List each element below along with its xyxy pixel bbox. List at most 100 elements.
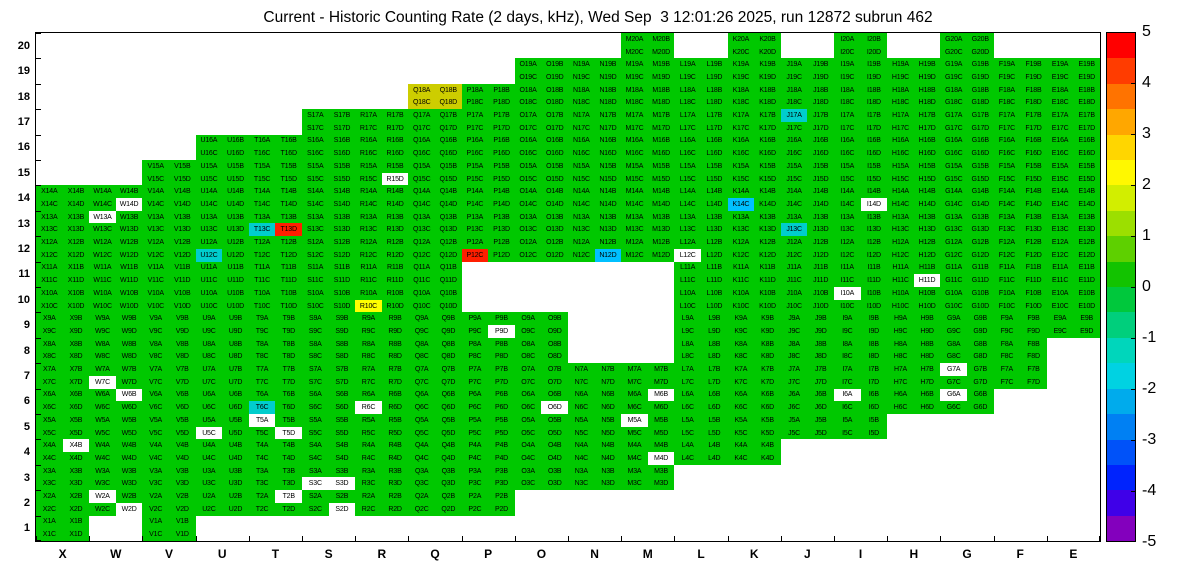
cell-I17B: I17B bbox=[860, 109, 888, 122]
cell-M14A: M14A bbox=[621, 185, 648, 199]
cell-E10D: E10D bbox=[1073, 299, 1100, 313]
cell-F19B: F19B bbox=[1020, 58, 1047, 72]
cell-U4D: U4D bbox=[222, 452, 249, 465]
cell-M14D: M14D bbox=[647, 198, 675, 211]
cell-R6C: R6C bbox=[355, 401, 382, 414]
block-E17: E17A E17B E17C E17D bbox=[1046, 109, 1100, 135]
cell-S16C: S16C bbox=[302, 147, 329, 160]
cell-V5B: V5B bbox=[168, 414, 196, 427]
cell-M4C: M4C bbox=[621, 452, 648, 465]
cell-N4A: N4A bbox=[568, 439, 595, 453]
block-L4: L4A L4B L4C L4D bbox=[674, 439, 728, 465]
cell-N13C: N13C bbox=[568, 223, 595, 237]
cell-G6C: G6C bbox=[940, 401, 967, 414]
cell-G7A: G7A bbox=[940, 363, 967, 376]
cell-U4B: U4B bbox=[222, 439, 249, 453]
cell-T6C: T6C bbox=[248, 401, 276, 414]
block-X7: X7A X7B X7C X7D bbox=[36, 363, 90, 389]
cell-H15B: H15B bbox=[913, 160, 941, 173]
cell-U11D: U11D bbox=[222, 274, 249, 287]
cell-S9B: S9B bbox=[328, 312, 356, 326]
cell-Q14A: Q14A bbox=[408, 185, 435, 199]
x-tick-mark bbox=[727, 536, 729, 541]
cell-N3C: N3C bbox=[568, 477, 595, 491]
cell-O6C: O6C bbox=[514, 401, 542, 414]
y-axis-label-17: 17 bbox=[17, 115, 30, 128]
cell-E11A: E11A bbox=[1046, 261, 1074, 275]
colorbar-tick-mark bbox=[1131, 185, 1135, 186]
cell-S10D: S10D bbox=[328, 299, 356, 313]
cell-M12A: M12A bbox=[621, 236, 648, 249]
cell-X10D: X10D bbox=[62, 299, 90, 313]
cell-R9C: R9C bbox=[355, 325, 382, 338]
colorbar-label--5: -5 bbox=[1142, 533, 1157, 550]
cell-F12C: F12C bbox=[993, 248, 1021, 262]
cell-L16A: L16A bbox=[674, 134, 701, 148]
cell-M13D: M13D bbox=[647, 223, 675, 237]
cell-F18A: F18A bbox=[993, 83, 1021, 97]
cell-F10A: F10A bbox=[993, 287, 1021, 300]
block-N14: N14A N14B N14C N14D bbox=[568, 185, 622, 211]
cell-O8A: O8A bbox=[514, 337, 542, 351]
block-O18: O18A O18B O18C O18D bbox=[514, 83, 568, 110]
cell-G16B: G16B bbox=[966, 134, 994, 148]
cell-O15A: O15A bbox=[514, 160, 542, 173]
y-tick-mark bbox=[36, 33, 41, 34]
cell-Q5D: Q5D bbox=[434, 426, 462, 440]
cell-Q15C: Q15C bbox=[408, 172, 435, 186]
block-H10: H10A H10B H10C H10D bbox=[887, 287, 941, 313]
block-Q2: Q2A Q2B Q2C Q2D bbox=[408, 490, 462, 516]
block-H7: H7A H7B H7C H7D bbox=[887, 363, 941, 389]
cell-H12A: H12A bbox=[887, 236, 914, 249]
cell-M18A: M18A bbox=[621, 83, 648, 97]
cell-I6D: I6D bbox=[860, 401, 888, 414]
cell-R2D: R2D bbox=[381, 502, 409, 516]
cell-P4B: P4B bbox=[488, 439, 515, 453]
block-E13: E13A E13B E13C E13D bbox=[1046, 210, 1100, 237]
cell-P14B: P14B bbox=[488, 185, 515, 199]
block-I14: I14A I14B I14C I14D bbox=[834, 185, 888, 211]
block-P17: P17A P17B P17C P17D bbox=[461, 109, 515, 135]
cell-L14A: L14A bbox=[674, 185, 701, 199]
cell-W7C: W7C bbox=[89, 375, 116, 389]
cell-T9D: T9D bbox=[275, 325, 302, 338]
cell-J7B: J7B bbox=[807, 363, 834, 376]
cell-I6B: I6B bbox=[860, 388, 888, 402]
cell-P13C: P13C bbox=[461, 223, 489, 237]
cell-J16C: J16C bbox=[780, 147, 808, 160]
cell-R13C: R13C bbox=[355, 223, 382, 237]
cell-Q5B: Q5B bbox=[434, 414, 462, 427]
cell-W12A: W12A bbox=[89, 236, 116, 249]
cell-M12C: M12C bbox=[621, 248, 648, 262]
block-H6: H6A H6B H6C H6D bbox=[887, 388, 941, 414]
cell-S4C: S4C bbox=[302, 452, 329, 465]
cell-S10B: S10B bbox=[328, 287, 356, 300]
cell-E13D: E13D bbox=[1073, 223, 1100, 237]
cell-I10B: I10B bbox=[860, 287, 888, 300]
cell-W3A: W3A bbox=[89, 464, 116, 478]
cell-V11B: V11B bbox=[168, 261, 196, 275]
cell-V1A: V1A bbox=[142, 515, 169, 529]
block-V10: V10A V10B V10C V10D bbox=[142, 287, 196, 313]
cell-L13B: L13B bbox=[700, 210, 728, 224]
block-R9: R9A R9B R9C R9D bbox=[355, 312, 409, 338]
cell-M12D: M12D bbox=[647, 248, 675, 262]
block-T4: T4A T4B T4C T4D bbox=[248, 439, 302, 465]
block-J18: J18A J18B J18C J18D bbox=[780, 83, 834, 110]
cell-J11A: J11A bbox=[780, 261, 808, 275]
block-Q13: Q13A Q13B Q13C Q13D bbox=[408, 210, 462, 237]
cell-E11B: E11B bbox=[1073, 261, 1100, 275]
cell-J8B: J8B bbox=[807, 337, 834, 351]
cell-U6B: U6B bbox=[222, 388, 249, 402]
x-tick-mark bbox=[89, 536, 91, 541]
colorbar-tick-mark bbox=[1131, 491, 1135, 492]
colorbar-tick-mark bbox=[1131, 541, 1135, 542]
cell-U13A: U13A bbox=[195, 210, 223, 224]
cell-U13B: U13B bbox=[222, 210, 249, 224]
cell-H14D: H14D bbox=[913, 198, 941, 211]
cell-J9D: J9D bbox=[807, 325, 834, 338]
cell-P12D: P12D bbox=[488, 248, 515, 262]
cell-N7B: N7B bbox=[594, 363, 622, 376]
cell-M7C: M7C bbox=[621, 375, 648, 389]
cell-X2C: X2C bbox=[36, 502, 63, 516]
